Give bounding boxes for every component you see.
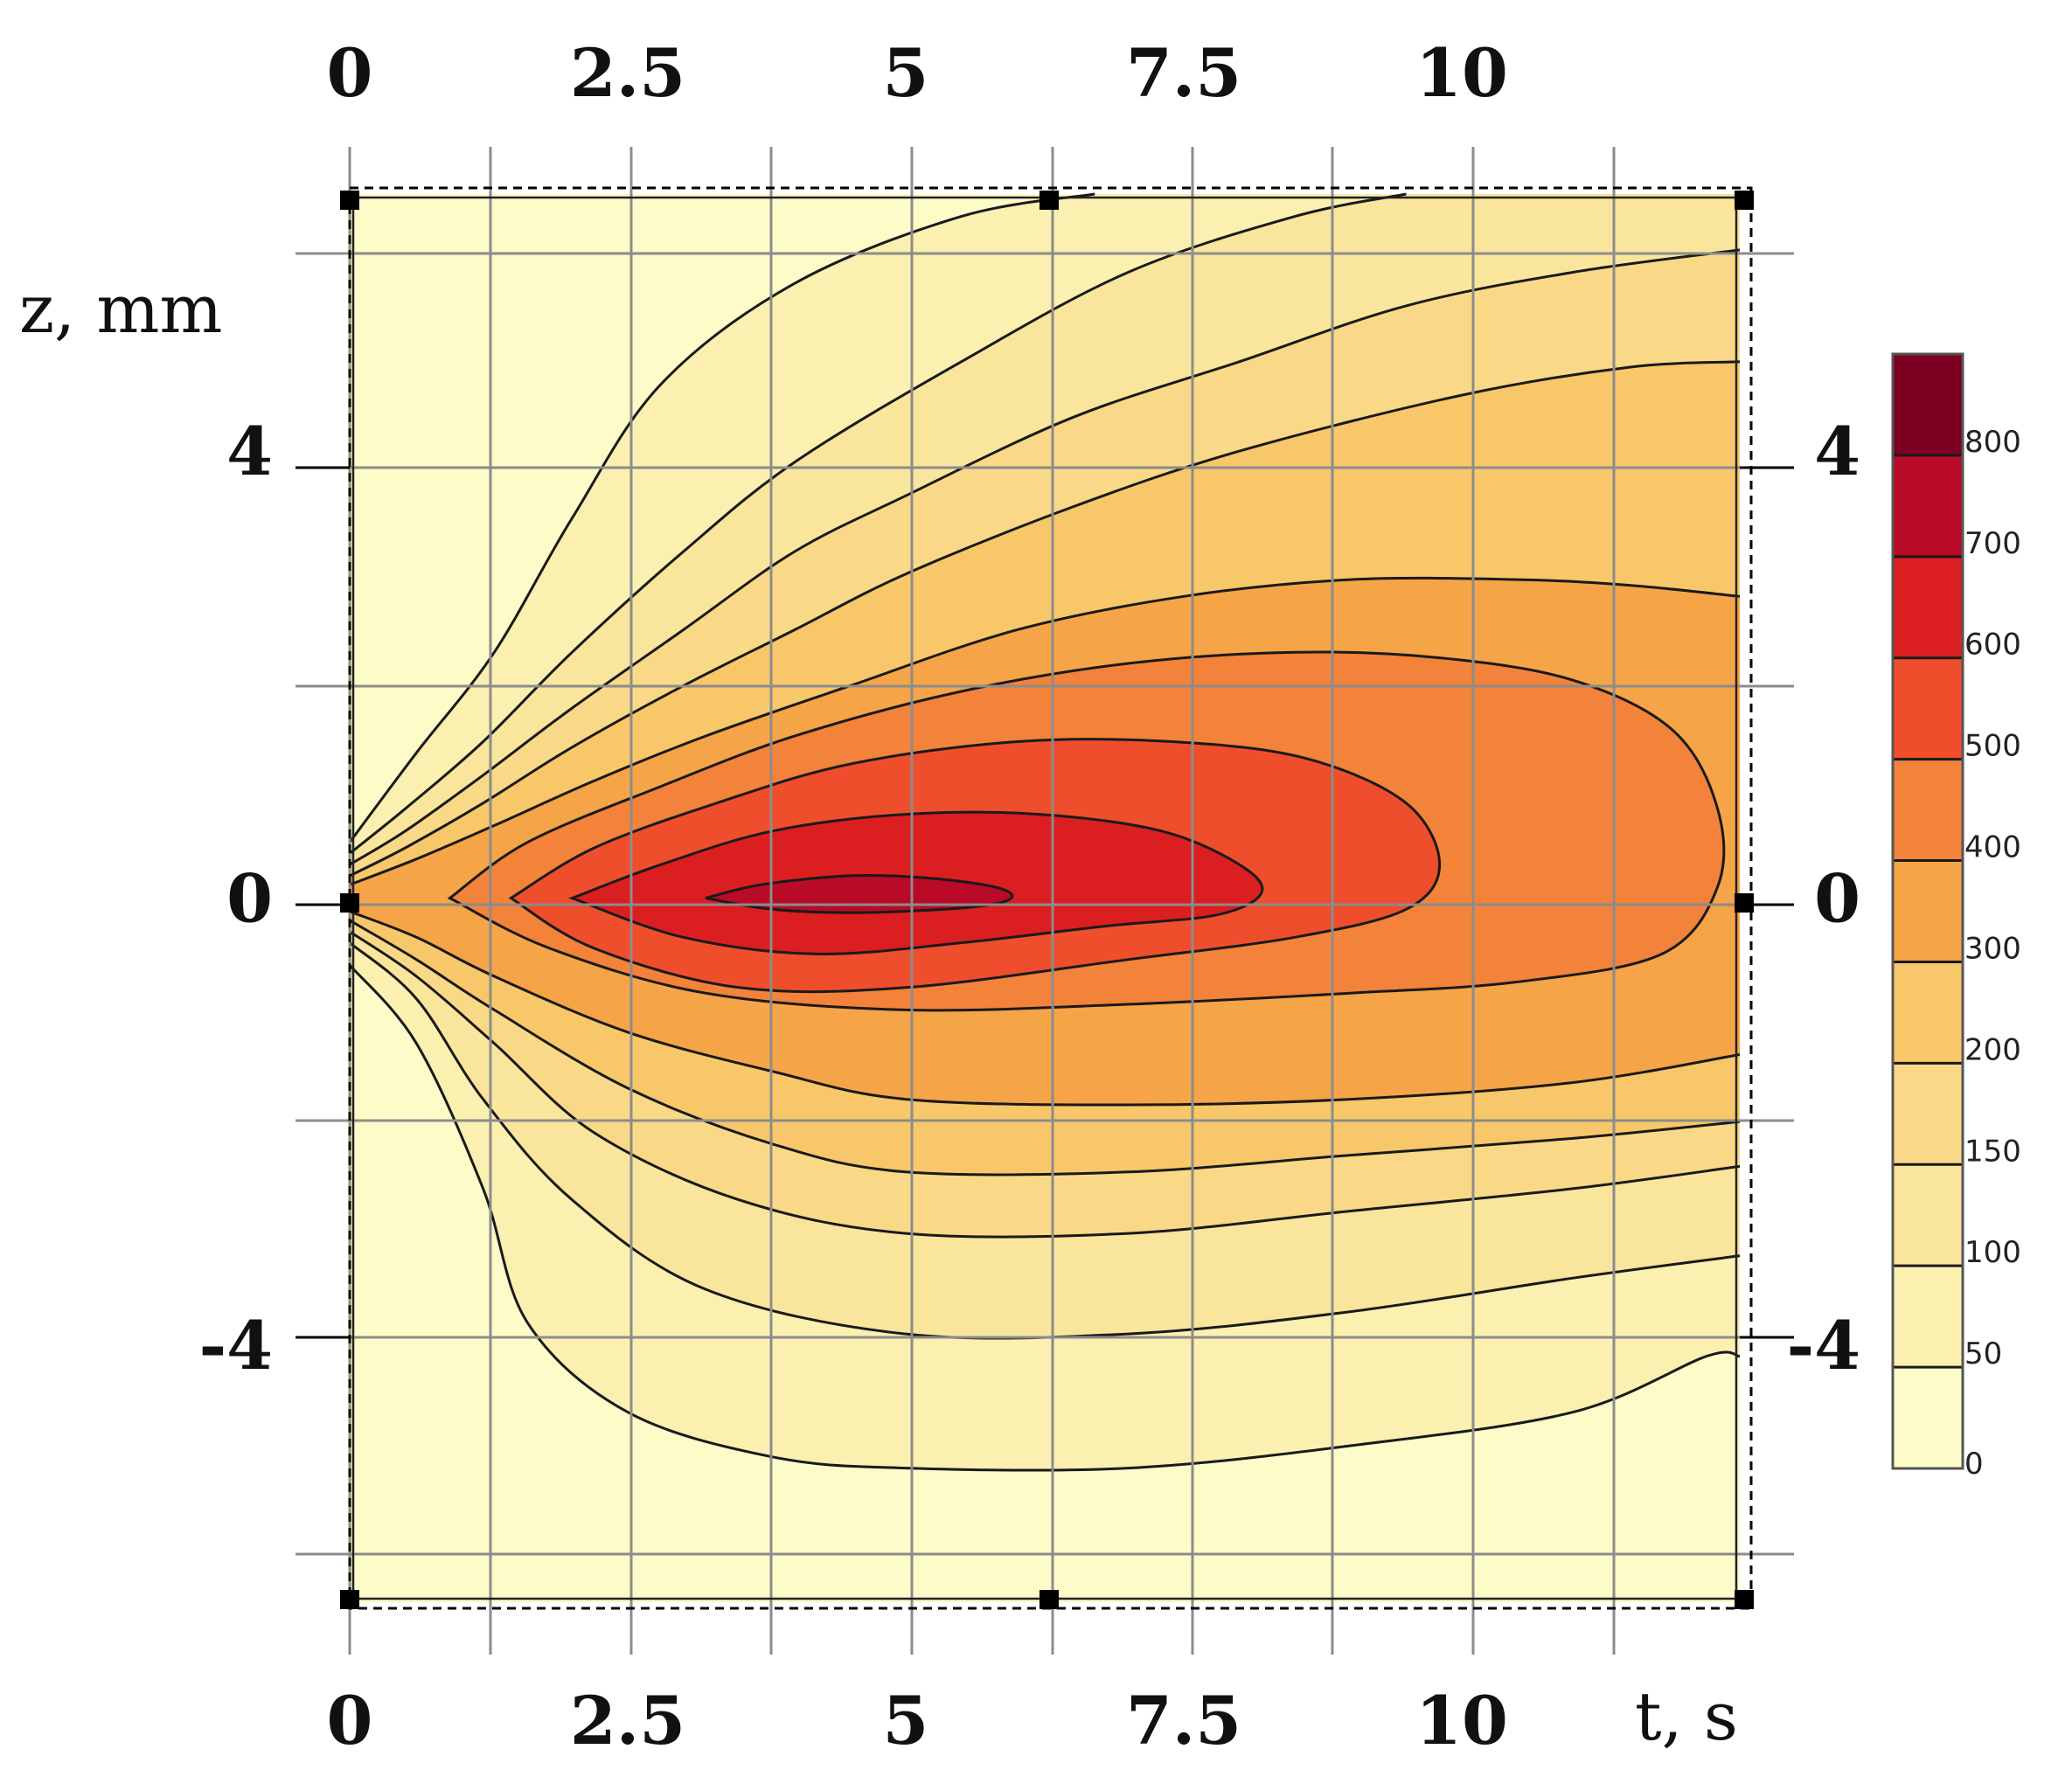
- y-tick-label-left-4: 4: [226, 413, 273, 490]
- contour-line-1: [348, 964, 1741, 1472]
- colorbar-segment-500: [1893, 657, 1963, 760]
- colorbar-segment-50: [1893, 1266, 1963, 1368]
- colorbar-label-200: 200: [1964, 1032, 2021, 1067]
- colorbar-label-100: 100: [1964, 1235, 2021, 1270]
- colorbar-label-800: 800: [1964, 425, 2021, 460]
- colorbar-segment-150: [1893, 1063, 1963, 1165]
- x-tick-label-top-2.5: 2.5: [570, 34, 685, 112]
- contour-line-8: [349, 576, 1741, 886]
- y-tick-label-left-0: 0: [226, 860, 273, 938]
- x-tick-label-top-7.5: 7.5: [1126, 34, 1241, 112]
- colorbar-segment-0: [1893, 1367, 1963, 1468]
- y-tick-label-left--4: -4: [199, 1307, 273, 1385]
- colorbar-label-50: 50: [1964, 1336, 2002, 1371]
- x-axis-title: t, s: [1635, 1677, 1738, 1755]
- contour-line-11: [508, 738, 1442, 994]
- x-tick-label-top-0: 0: [327, 34, 373, 112]
- colorbar-segment-800: [1893, 354, 1963, 455]
- colorbar-label-300: 300: [1964, 931, 2021, 966]
- frame-marker-1: [1039, 191, 1059, 210]
- y-tick-label-right-4: 4: [1814, 413, 1860, 490]
- colorbar-label-400: 400: [1964, 830, 2021, 865]
- y-tick-labels-right: 4 0 -4: [1787, 413, 1860, 1385]
- y-tick-label-right--4: -4: [1787, 1307, 1860, 1385]
- contour-line-4: [349, 248, 1741, 866]
- x-tick-label-top-10: 10: [1415, 34, 1508, 112]
- x-tick-label-bottom-10: 10: [1415, 1682, 1508, 1760]
- contour-line-12: [568, 810, 1264, 955]
- contour-band-600-700: [706, 875, 1013, 913]
- x-tick-label-bottom-7.5: 7.5: [1126, 1682, 1241, 1760]
- colorbar-label-150: 150: [1964, 1134, 2021, 1169]
- frame-marker-4: [1735, 893, 1754, 913]
- frame-marker-2: [1735, 191, 1754, 210]
- plot-frame: [340, 186, 1754, 1610]
- contour-line-0: [348, 192, 1095, 843]
- colorbar-segment-600: [1893, 556, 1963, 658]
- colorbar-segment-200: [1893, 961, 1963, 1064]
- contour-line-13: [705, 873, 1014, 914]
- colorbar: 0 50 100 150 200 300 400 500 600 700 800: [1891, 352, 2021, 1482]
- colorbar-segment-400: [1893, 759, 1963, 861]
- colorbar-outline: [1891, 352, 1964, 1470]
- frame-marker-3: [340, 893, 359, 913]
- colorbar-segment-700: [1893, 455, 1963, 557]
- contour-line-2: [349, 192, 1407, 855]
- plot-area: [296, 147, 1794, 1655]
- colorbar-label-700: 700: [1964, 526, 2021, 561]
- contour-line-3: [349, 941, 1741, 1340]
- colorbar-label-600: 600: [1964, 628, 2021, 663]
- frame-marker-6: [1039, 1590, 1059, 1609]
- grid-lines: [296, 147, 1794, 1655]
- y-tick-labels-left: 4 0 -4: [199, 413, 273, 1385]
- colorbar-segment-100: [1893, 1164, 1963, 1267]
- colorbar-label-500: 500: [1964, 729, 2021, 764]
- x-tick-label-bottom-2.5: 2.5: [570, 1682, 685, 1760]
- x-tick-labels-top: 0 2.5 5 7.5 10: [327, 34, 1508, 112]
- contour-line-9: [349, 910, 1741, 1107]
- colorbar-segment-300: [1893, 860, 1963, 962]
- x-tick-labels-bottom: 0 2.5 5 7.5 10: [327, 1682, 1508, 1760]
- x-tick-label-bottom-5: 5: [883, 1682, 929, 1760]
- frame-marker-0: [340, 191, 359, 210]
- frame-marker-5: [340, 1590, 359, 1609]
- frame-marker-7: [1735, 1590, 1754, 1609]
- y-axis-title: z, mm: [19, 270, 223, 348]
- contour-line-10: [447, 650, 1726, 1012]
- colorbar-label-0: 0: [1964, 1447, 1984, 1482]
- x-tick-label-top-5: 5: [883, 34, 929, 112]
- x-tick-label-bottom-0: 0: [327, 1682, 373, 1760]
- y-tick-label-right-0: 0: [1814, 860, 1860, 938]
